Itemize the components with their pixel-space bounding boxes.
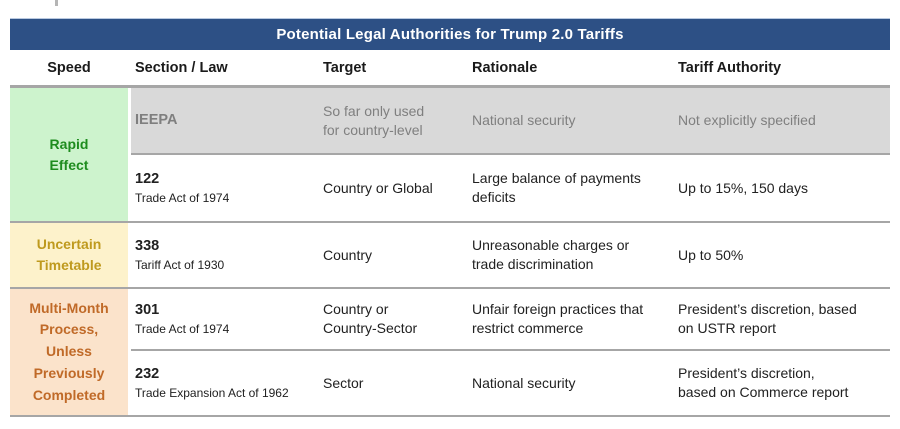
law-name: Trade Act of 1974 [135, 322, 230, 337]
table-row-232-section: 232 Trade Expansion Act of 1962 [131, 351, 315, 415]
crop-artifact [55, 0, 58, 6]
table-row-338-authority: Up to 50% [678, 246, 744, 263]
row-divider [131, 153, 890, 155]
table-body: Rapid Effect Uncertain Timetable Multi-M… [10, 88, 890, 417]
table-title: Potential Legal Authorities for Trump 2.… [10, 18, 890, 50]
table-row-301-section: 301 Trade Act of 1974 [131, 289, 315, 349]
table-row-ieepa-rationale: National security [472, 112, 576, 129]
table-row-122-authority: Up to 15%, 150 days [678, 179, 808, 196]
column-header-speed: Speed [47, 59, 91, 76]
law-name: Trade Expansion Act of 1962 [135, 386, 289, 401]
table-row-338-target: Country [323, 246, 373, 263]
table-row-ieepa-section: IEEPA [131, 88, 315, 153]
section-number: 301 [135, 301, 160, 318]
tariff-authorities-table: Potential Legal Authorities for Trump 2.… [10, 18, 890, 417]
table-header-row: Speed Section / Law Target Rationale Tar… [10, 50, 890, 88]
speed-group-rapid-effect: Rapid Effect [10, 88, 128, 221]
row-divider [131, 349, 890, 351]
table-row-122-section: 122 Trade Act of 1974 [131, 155, 315, 221]
table-row-338-rationale: Unreasonable charges or trade discrimina… [472, 237, 630, 272]
group-divider [10, 287, 890, 289]
section-number: 232 [135, 365, 160, 382]
table-row-122-target: Country or Global [323, 179, 433, 196]
table-row-ieepa-target: So far only used for country-level [323, 102, 425, 138]
column-header-target: Target [323, 59, 367, 76]
law-name: Tariff Act of 1930 [135, 258, 225, 273]
table-row-301-rationale: Unfair foreign practices that restrict c… [472, 301, 644, 336]
table-row-122-rationale: Large balance of payments deficits [472, 170, 641, 205]
group-divider [10, 221, 890, 223]
column-header-section-law: Section / Law [135, 59, 228, 76]
law-name: Trade Act of 1974 [135, 191, 230, 206]
column-header-tariff-authority: Tariff Authority [678, 59, 782, 76]
section-number: 122 [135, 170, 160, 187]
column-header-rationale: Rationale [472, 59, 538, 76]
table-row-338-section: 338 Tariff Act of 1930 [131, 223, 315, 287]
table-row-232-target: Sector [323, 374, 364, 391]
table-row-232-rationale: National security [472, 374, 576, 391]
ieepa-row-highlight-band [131, 88, 890, 153]
section-number: 338 [135, 237, 160, 254]
section-number: IEEPA [135, 111, 178, 128]
table-row-232-authority: President’s discretion, based on Commerc… [678, 365, 849, 400]
table-row-301-authority: President’s discretion, based on USTR re… [678, 301, 857, 336]
speed-group-uncertain-timetable: Uncertain Timetable [10, 223, 128, 287]
speed-group-multi-month: Multi-Month Process, Unless Previously C… [10, 289, 128, 415]
table-row-301-target: Country or Country-Sector [323, 301, 418, 336]
table-bottom-border [10, 415, 890, 417]
table-row-ieepa-authority: Not explicitly specified [678, 112, 816, 129]
